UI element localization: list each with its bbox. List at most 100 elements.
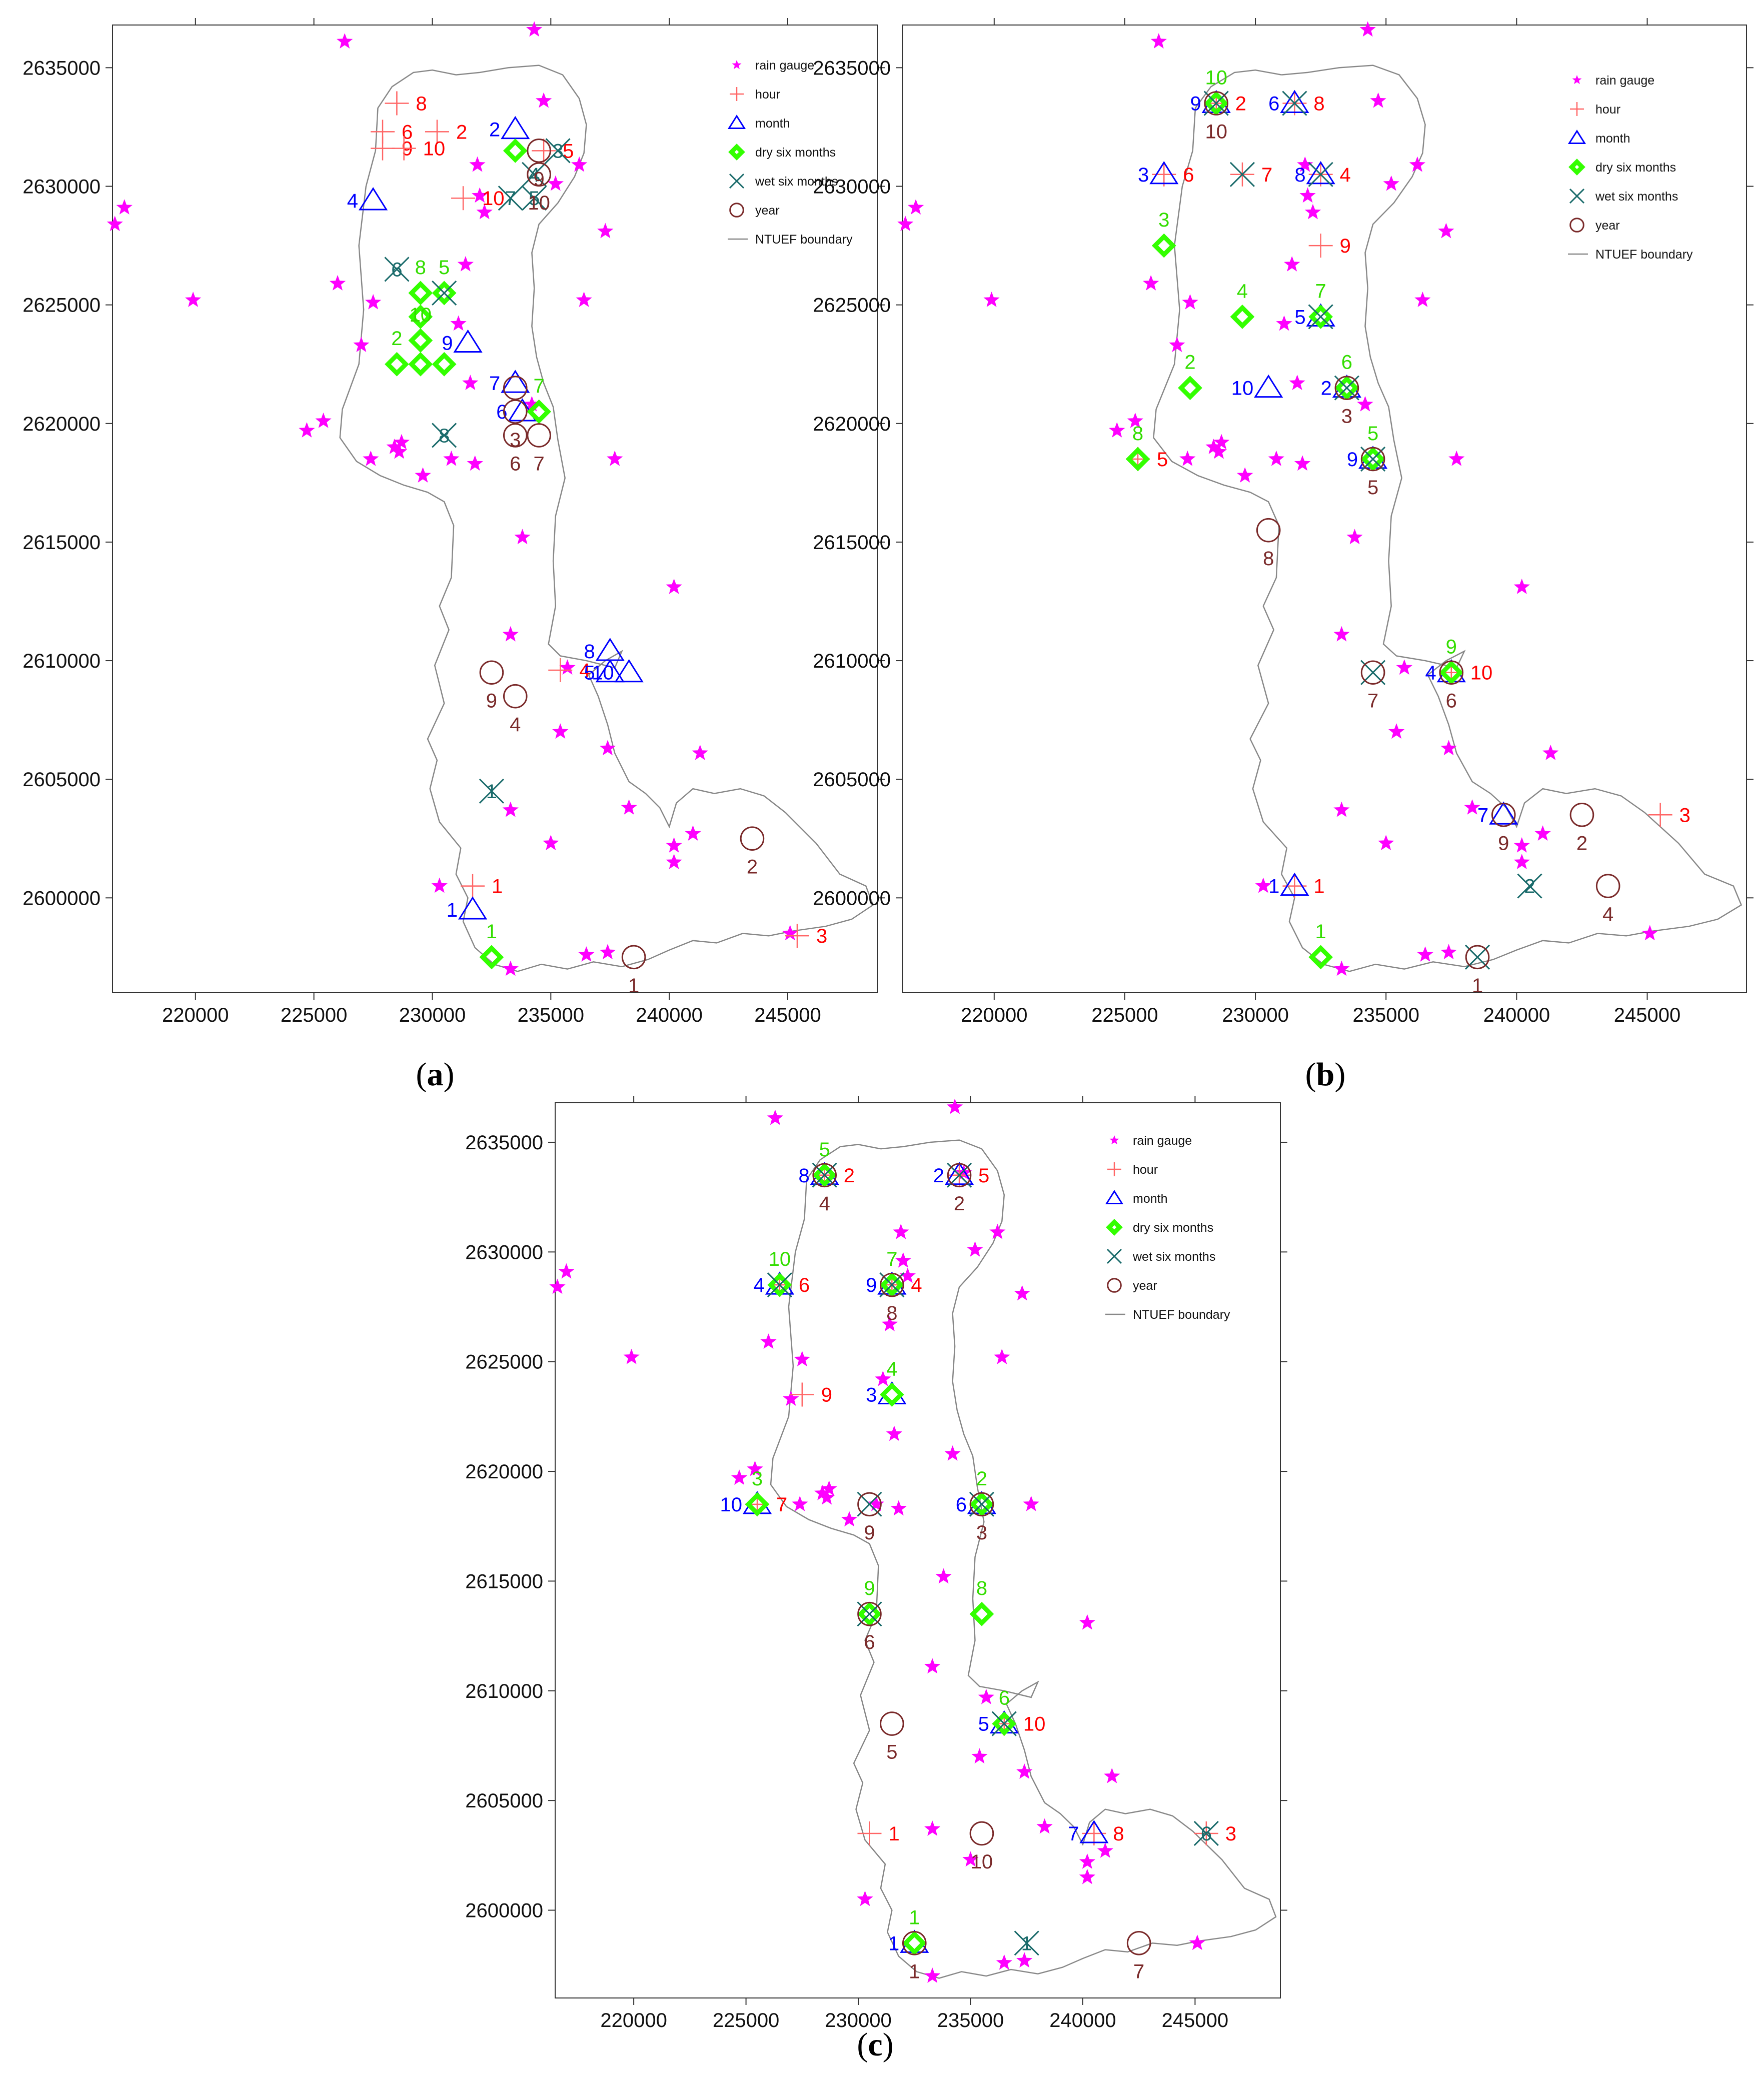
panel-caption-a: (a)	[416, 1056, 455, 1093]
month-label: 1	[888, 1932, 899, 1954]
year-label: 2	[1576, 832, 1587, 854]
year-label: 7	[1133, 1960, 1144, 1982]
rain-gauge-point	[386, 439, 403, 454]
rain-gauge-point	[1383, 175, 1399, 191]
dry-marker	[432, 281, 457, 306]
dry-marker	[503, 138, 528, 163]
dry-marker	[969, 1601, 994, 1626]
hour-label: 1	[1313, 876, 1324, 898]
wet-marker	[767, 1272, 792, 1298]
hour-marker	[548, 658, 573, 682]
dry-marker	[1178, 376, 1202, 400]
rain-gauge-point	[962, 1851, 979, 1867]
month-label: 9	[1347, 449, 1358, 471]
rain-gauge-point	[1179, 450, 1196, 466]
rain-gauge-point	[955, 1164, 972, 1180]
wet-marker	[498, 186, 523, 211]
year-marker	[880, 1711, 904, 1736]
dry-marker	[1204, 91, 1229, 116]
year-label: 1	[909, 1960, 920, 1982]
caption-paren-close: )	[883, 2026, 894, 2063]
dry-marker	[479, 945, 504, 970]
wet-marker-b	[498, 186, 523, 211]
wet-marker	[432, 280, 457, 306]
legend: rain gauge hour month dry six months wet six…	[1105, 1134, 1230, 1322]
y-tick-label: 2620000	[465, 1461, 543, 1483]
rain-gauge-point	[1438, 223, 1454, 239]
year-marker	[1334, 376, 1359, 400]
rain-gauge-point	[1023, 1495, 1039, 1511]
y-tick-label: 2610000	[465, 1680, 543, 1702]
year-marker	[857, 1601, 882, 1626]
hour-marker	[532, 139, 556, 163]
year-marker	[1569, 803, 1594, 827]
rain-gauge-point	[391, 443, 408, 459]
rain-gauge-point	[782, 925, 798, 941]
y-tick-label: 2605000	[813, 769, 891, 791]
rain-gauge-point	[897, 216, 914, 232]
dry-label: 8	[976, 1577, 987, 1599]
hour-marker	[425, 120, 449, 144]
legend-hour-icon	[1107, 1162, 1121, 1176]
rain-gauge-point	[552, 723, 569, 739]
rain-gauge-point	[365, 294, 382, 310]
month-marker	[1280, 90, 1309, 114]
dry-label: 1	[486, 921, 497, 943]
rain-gauge-point	[526, 21, 543, 37]
y-tick-label: 2630000	[23, 176, 101, 198]
rain-gauge-point	[1542, 745, 1559, 760]
dry-marker	[1125, 447, 1150, 472]
hour-label: 5	[978, 1165, 989, 1187]
legend-label: month	[1133, 1192, 1167, 1206]
x-tick-label: 245000	[754, 1004, 821, 1026]
hour-label: 5	[563, 140, 574, 162]
hour-label: 7	[776, 1494, 787, 1516]
year-marker	[902, 1931, 927, 1955]
month-marker	[1280, 872, 1309, 896]
dry-label: 5	[1367, 423, 1378, 445]
dry-marker	[1308, 945, 1333, 970]
month-marker	[1254, 374, 1283, 398]
legend-label: year	[1133, 1279, 1157, 1293]
rain-gauge-point	[621, 799, 637, 815]
month-marker	[944, 1161, 974, 1185]
rain-gauge-point	[666, 854, 682, 869]
year-marker	[503, 399, 528, 424]
year-marker	[880, 1272, 904, 1297]
legend-wet-icon	[729, 173, 745, 189]
hour-label: 10	[1470, 662, 1493, 684]
rain-gauge-point	[1127, 413, 1143, 428]
rain-gauge-point	[549, 1278, 566, 1294]
month-marker	[458, 896, 488, 920]
rain-gauge-point	[329, 275, 346, 291]
year-marker	[1491, 803, 1516, 827]
legend-label: dry six months	[1595, 161, 1676, 175]
caption-paren-open: (	[857, 2026, 868, 2063]
year-marker	[1256, 518, 1281, 543]
x-tick-label: 230000	[399, 1004, 466, 1026]
month-label: 9	[866, 1274, 877, 1296]
rain-gauge-point	[462, 375, 479, 390]
rain-gauge-point	[924, 1658, 941, 1674]
month-marker	[595, 659, 625, 683]
year-label: 3	[976, 1522, 987, 1544]
rain-gauge-point	[996, 1954, 1012, 1970]
rain-gauge-point	[107, 216, 123, 232]
dry-marker	[1151, 233, 1176, 258]
rain-gauge-point	[469, 156, 486, 172]
rain-gauge-point	[1333, 960, 1350, 976]
month-marker	[614, 659, 644, 683]
chart-panel-a: 220000 225000 230000 235000 240000 245000 2600…	[23, 18, 885, 1026]
wet-label: 4	[529, 164, 540, 186]
year-marker	[479, 660, 504, 685]
wet-marker-b	[522, 186, 547, 211]
dry-marker	[408, 328, 433, 353]
year-label: 1	[1472, 975, 1483, 997]
year-label: 4	[819, 1193, 830, 1215]
rain-gauge-point	[983, 292, 1000, 307]
hour-label: 1	[888, 1823, 899, 1845]
hour-label: 8	[1313, 93, 1324, 115]
rain-gauge-point	[1513, 854, 1530, 869]
y-tick-label: 2600000	[813, 887, 891, 909]
